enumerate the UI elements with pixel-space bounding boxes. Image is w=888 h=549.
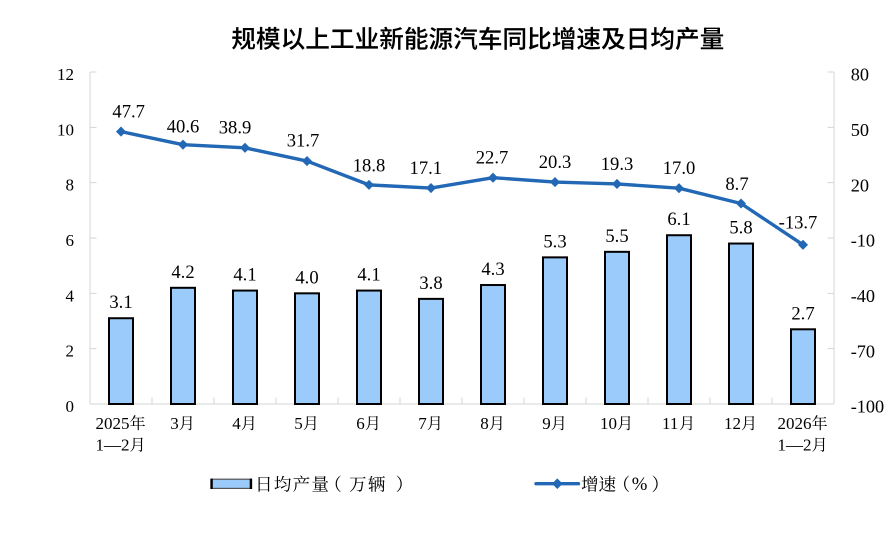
svg-text:12: 12 — [724, 414, 741, 433]
svg-text:%: % — [632, 474, 648, 495]
svg-text:5.8: 5.8 — [729, 218, 752, 239]
svg-text:8: 8 — [66, 176, 75, 195]
svg-text:8.7: 8.7 — [725, 174, 748, 195]
svg-text:18.8: 18.8 — [353, 156, 386, 177]
svg-text:4: 4 — [232, 414, 241, 433]
svg-text:1—2: 1—2 — [778, 436, 812, 455]
svg-text:3.1: 3.1 — [109, 292, 132, 313]
svg-text:2.7: 2.7 — [791, 303, 814, 324]
svg-text:4.0: 4.0 — [295, 267, 318, 288]
svg-text:38.9: 38.9 — [219, 118, 252, 139]
svg-text:5: 5 — [294, 414, 303, 433]
svg-text:2: 2 — [66, 342, 75, 361]
svg-text:17.0: 17.0 — [663, 158, 696, 179]
svg-text:0: 0 — [66, 397, 75, 416]
svg-text:6: 6 — [356, 414, 365, 433]
svg-text:40.6: 40.6 — [167, 116, 200, 137]
svg-text:2026: 2026 — [778, 414, 812, 433]
svg-text:10: 10 — [57, 120, 74, 139]
svg-text:80: 80 — [851, 65, 869, 85]
svg-text:6: 6 — [66, 231, 75, 250]
svg-text:17.1: 17.1 — [410, 158, 443, 179]
svg-text:22.7: 22.7 — [476, 148, 509, 169]
svg-text:2025: 2025 — [96, 414, 130, 433]
svg-text:4: 4 — [66, 286, 75, 305]
svg-text:50: 50 — [851, 120, 869, 140]
svg-text:8: 8 — [480, 414, 489, 433]
svg-text:-40: -40 — [851, 286, 875, 306]
svg-text:4.3: 4.3 — [481, 259, 504, 280]
svg-text:1—2: 1—2 — [96, 436, 130, 455]
svg-text:-70: -70 — [851, 341, 875, 361]
svg-text:4.1: 4.1 — [357, 265, 380, 286]
svg-text:9: 9 — [542, 414, 551, 433]
svg-text:-13.7: -13.7 — [779, 213, 818, 234]
svg-text:3.8: 3.8 — [419, 273, 442, 294]
svg-text:6.1: 6.1 — [667, 209, 690, 230]
svg-text:12: 12 — [57, 65, 74, 84]
svg-text:7: 7 — [418, 414, 427, 433]
svg-text:4.2: 4.2 — [171, 262, 194, 283]
svg-text:20: 20 — [851, 175, 869, 195]
svg-text:3: 3 — [170, 414, 179, 433]
svg-text:10: 10 — [600, 414, 617, 433]
svg-text:5.3: 5.3 — [543, 231, 566, 252]
svg-text:-10: -10 — [851, 231, 875, 251]
svg-text:19.3: 19.3 — [601, 154, 634, 175]
svg-text:20.3: 20.3 — [539, 152, 572, 173]
svg-text:4.1: 4.1 — [233, 265, 256, 286]
svg-text:31.7: 31.7 — [287, 131, 320, 152]
svg-text:11: 11 — [662, 414, 678, 433]
svg-text:47.7: 47.7 — [112, 101, 145, 122]
svg-text:5.5: 5.5 — [605, 226, 628, 247]
svg-text:-100: -100 — [851, 397, 885, 417]
